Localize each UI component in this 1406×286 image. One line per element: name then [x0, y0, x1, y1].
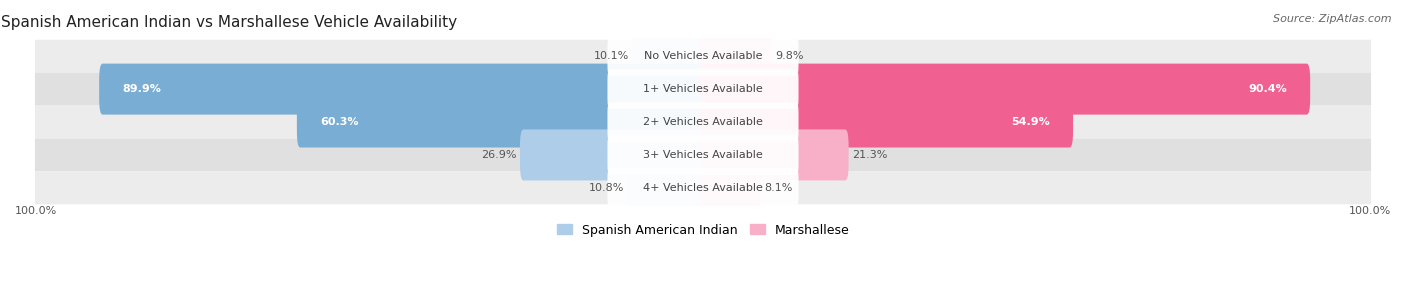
Text: 10.8%: 10.8% — [589, 183, 624, 193]
Text: 60.3%: 60.3% — [321, 117, 359, 127]
Text: Source: ZipAtlas.com: Source: ZipAtlas.com — [1274, 14, 1392, 24]
Text: 54.9%: 54.9% — [1011, 117, 1050, 127]
Text: 8.1%: 8.1% — [763, 183, 792, 193]
Text: Spanish American Indian vs Marshallese Vehicle Availability: Spanish American Indian vs Marshallese V… — [1, 15, 457, 30]
Text: 2+ Vehicles Available: 2+ Vehicles Available — [643, 117, 763, 127]
FancyBboxPatch shape — [700, 162, 761, 213]
Text: 26.9%: 26.9% — [481, 150, 516, 160]
FancyBboxPatch shape — [35, 106, 1371, 138]
Text: 1+ Vehicles Available: 1+ Vehicles Available — [643, 84, 763, 94]
Text: 3+ Vehicles Available: 3+ Vehicles Available — [643, 150, 763, 160]
FancyBboxPatch shape — [607, 135, 799, 174]
FancyBboxPatch shape — [35, 40, 1371, 73]
Text: 89.9%: 89.9% — [122, 84, 162, 94]
FancyBboxPatch shape — [607, 168, 799, 207]
FancyBboxPatch shape — [607, 37, 799, 76]
Text: 4+ Vehicles Available: 4+ Vehicles Available — [643, 183, 763, 193]
FancyBboxPatch shape — [297, 96, 706, 148]
FancyBboxPatch shape — [700, 63, 1310, 115]
FancyBboxPatch shape — [520, 130, 706, 180]
Text: 9.8%: 9.8% — [775, 51, 804, 61]
FancyBboxPatch shape — [607, 69, 799, 109]
Legend: Spanish American Indian, Marshallese: Spanish American Indian, Marshallese — [557, 224, 849, 237]
FancyBboxPatch shape — [633, 31, 706, 82]
Text: 10.1%: 10.1% — [593, 51, 628, 61]
FancyBboxPatch shape — [700, 96, 1073, 148]
FancyBboxPatch shape — [607, 102, 799, 142]
Text: No Vehicles Available: No Vehicles Available — [644, 51, 762, 61]
FancyBboxPatch shape — [35, 73, 1371, 106]
FancyBboxPatch shape — [700, 130, 849, 180]
Text: 100.0%: 100.0% — [1348, 206, 1391, 216]
FancyBboxPatch shape — [627, 162, 706, 213]
Text: 21.3%: 21.3% — [852, 150, 887, 160]
Text: 100.0%: 100.0% — [15, 206, 58, 216]
FancyBboxPatch shape — [100, 63, 706, 115]
FancyBboxPatch shape — [35, 171, 1371, 204]
FancyBboxPatch shape — [700, 31, 772, 82]
Text: 90.4%: 90.4% — [1249, 84, 1286, 94]
FancyBboxPatch shape — [35, 138, 1371, 171]
